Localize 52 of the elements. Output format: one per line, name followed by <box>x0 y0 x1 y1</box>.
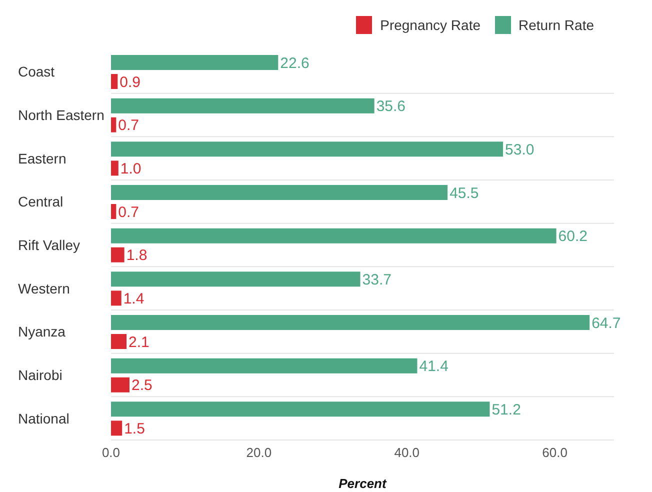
data-label: 60.2 <box>558 228 588 246</box>
bar <box>111 55 278 70</box>
legend-label: Return Rate <box>518 17 594 33</box>
y-tick-label: North Eastern <box>18 107 104 123</box>
bar <box>111 160 118 176</box>
data-label: 35.6 <box>376 98 406 116</box>
bar <box>111 142 504 157</box>
bar <box>111 117 116 132</box>
x-tick-label: 20.0 <box>246 445 272 460</box>
y-tick-label: Rift Valley <box>18 237 80 253</box>
data-label: 0.7 <box>118 117 140 134</box>
y-tick-label: Nyanza <box>18 324 66 340</box>
data-label: 22.6 <box>280 54 310 72</box>
bar <box>111 185 448 200</box>
bar <box>111 334 127 349</box>
data-label: 0.9 <box>120 74 141 91</box>
bar <box>111 358 418 374</box>
bar <box>111 74 118 89</box>
x-tick-label: 0.0 <box>102 445 120 460</box>
x-tick-label: 40.0 <box>394 445 420 460</box>
bar <box>111 315 590 330</box>
data-label: 2.5 <box>131 377 152 394</box>
bar <box>111 247 124 262</box>
bar <box>111 272 360 287</box>
bar <box>111 204 116 219</box>
x-tick-label: 60.0 <box>542 445 568 460</box>
y-tick-label: Coast <box>18 64 55 80</box>
data-label: 1.8 <box>126 247 148 264</box>
x-axis-title: Percent <box>338 476 388 491</box>
data-label: 53.0 <box>505 141 534 158</box>
bar <box>111 377 130 392</box>
data-label: 33.7 <box>362 271 392 288</box>
bar <box>111 290 122 306</box>
legend-label: Pregnancy Rate <box>380 17 481 33</box>
data-label: 1.5 <box>124 420 145 438</box>
y-tick-label: Nairobi <box>18 367 62 383</box>
bar <box>111 402 490 417</box>
y-tick-label: Central <box>18 194 64 210</box>
y-tick-label: Eastern <box>18 150 66 166</box>
data-label: 45.5 <box>450 184 479 202</box>
bar <box>111 98 374 114</box>
y-tick-label: National <box>18 410 70 426</box>
data-label: 1.0 <box>120 160 142 178</box>
bar <box>111 228 556 244</box>
data-label: 1.4 <box>123 290 144 308</box>
data-label: 64.7 <box>592 314 621 332</box>
y-tick-label: Western <box>18 280 70 296</box>
data-label: 2.1 <box>128 334 150 351</box>
data-label: 41.4 <box>419 358 448 376</box>
bar <box>111 420 122 436</box>
data-label: 0.7 <box>118 204 140 221</box>
data-label: 51.2 <box>492 401 521 418</box>
